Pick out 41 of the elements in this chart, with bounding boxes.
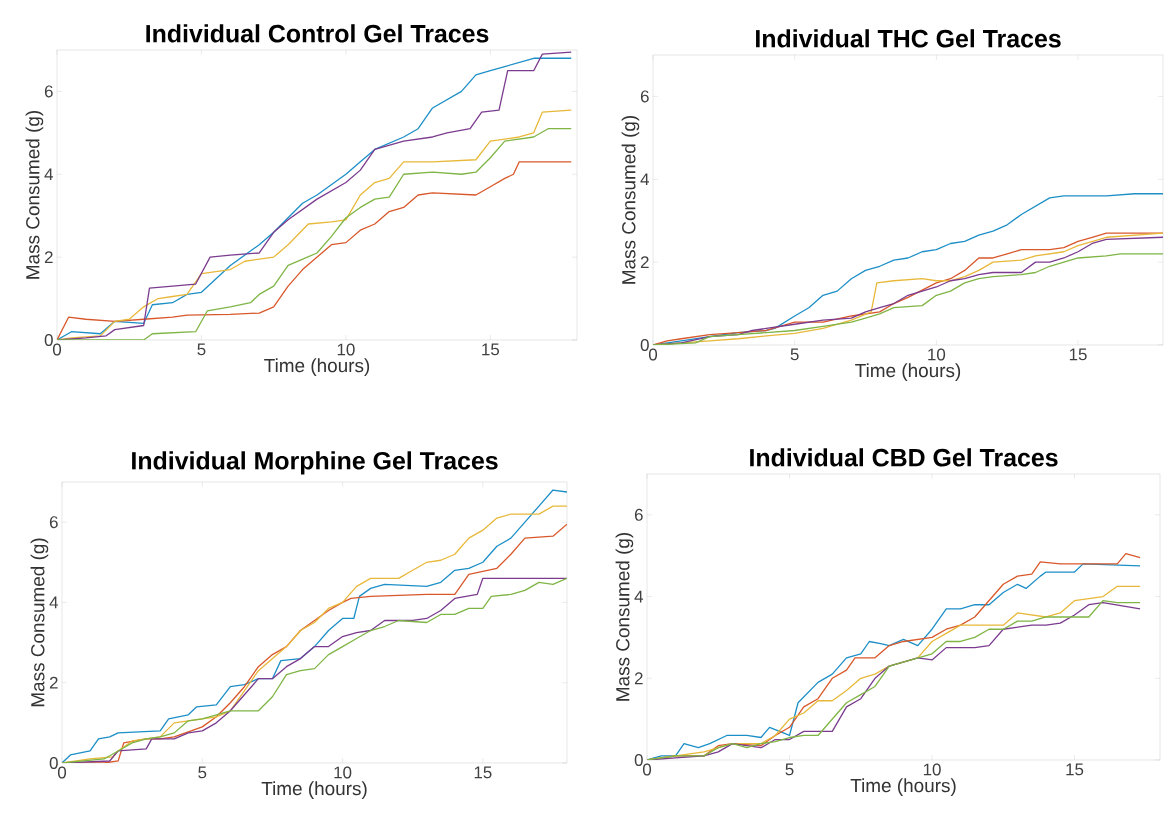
x-tick-label: 5 xyxy=(197,343,206,356)
y-tick-label: 4 xyxy=(49,596,58,609)
y-axis-title: Mass Consumed (g) xyxy=(25,110,44,279)
x-tick-label: 0 xyxy=(648,348,658,361)
x-axis-title: Time (hours) xyxy=(261,781,367,799)
chart-title: Individual Morphine Gel Traces xyxy=(132,451,498,475)
y-tick-label: 2 xyxy=(640,256,649,269)
x-tick-label: 5 xyxy=(790,348,799,361)
y-axis-title: Mass Consumed (g) xyxy=(615,532,634,701)
y-axis-title: Mass Consumed (g) xyxy=(30,538,49,707)
y-tick-label: 0 xyxy=(44,333,53,346)
y-tick-label: 0 xyxy=(634,753,643,766)
y-tick-label: 4 xyxy=(640,173,649,186)
x-tick-label: 10 xyxy=(923,763,941,776)
y-tick-label: 4 xyxy=(634,590,643,603)
y-tick-label: 6 xyxy=(44,85,53,98)
y-axis-title: Mass Consumed (g) xyxy=(621,115,640,284)
chart-title: Individual Control Gel Traces xyxy=(146,24,489,43)
y-tick-label: 6 xyxy=(634,508,643,521)
x-tick-label: 10 xyxy=(928,348,946,361)
chart-title: Individual CBD Gel Traces xyxy=(750,448,1058,467)
x-tick-label: 0 xyxy=(57,766,67,779)
x-tick-label: 10 xyxy=(334,766,352,779)
x-tick-label: 15 xyxy=(482,343,500,356)
x-axis-title: Time (hours) xyxy=(850,778,956,796)
y-tick-label: 4 xyxy=(44,168,53,181)
x-axis-title: Time (hours) xyxy=(264,358,370,376)
x-axis-title: Time (hours) xyxy=(855,363,961,381)
x-tick-label: 15 xyxy=(1069,348,1087,361)
chart-title: Individual THC Gel Traces xyxy=(756,29,1061,48)
y-tick-label: 6 xyxy=(49,516,58,529)
x-tick-label: 10 xyxy=(337,343,355,356)
y-tick-label: 6 xyxy=(640,90,649,103)
x-tick-label: 5 xyxy=(785,763,794,776)
x-tick-label: 15 xyxy=(1066,763,1084,776)
y-tick-label: 2 xyxy=(44,251,53,264)
x-tick-label: 5 xyxy=(198,766,207,779)
x-tick-label: 15 xyxy=(474,766,492,779)
y-tick-label: 2 xyxy=(49,676,58,689)
line-series xyxy=(653,253,1164,345)
y-tick-label: 2 xyxy=(634,672,643,685)
